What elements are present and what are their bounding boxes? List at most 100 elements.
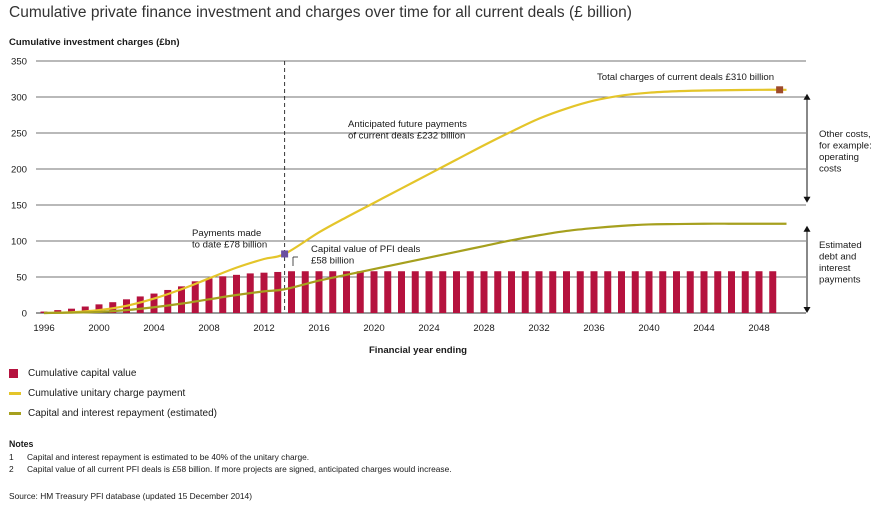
- annotation-capital-value: Capital value of PFI deals £58 billion: [311, 244, 421, 267]
- bar-capital-value: [618, 271, 625, 313]
- annotation-payments-made: Payments made to date £78 billion: [192, 228, 267, 251]
- y-axis-label: Cumulative investment charges (£bn): [9, 37, 180, 48]
- note-text: Capital and interest repayment is estima…: [27, 451, 310, 462]
- bar-capital-value: [700, 271, 708, 313]
- bar-capital-value: [136, 296, 144, 313]
- x-tick-label: 2008: [198, 323, 219, 334]
- line-capital-interest: [43, 222, 787, 315]
- bar-capital-value: [260, 272, 268, 313]
- bar-capital-value: [54, 310, 62, 313]
- bar-capital-value: [301, 271, 309, 313]
- bar-capital-value: [150, 293, 158, 313]
- bar-capital-value: [714, 271, 722, 313]
- bar-capital-value: [576, 271, 584, 313]
- marker-total-charges: [776, 86, 784, 94]
- y-tick-label: 50: [16, 273, 27, 284]
- arrow-other-costs-head: [803, 93, 811, 100]
- legend-label-capital-interest: Capital and interest repayment (estimate…: [28, 408, 217, 419]
- bar-capital-value: [81, 306, 89, 313]
- bar-capital-value: [95, 304, 103, 313]
- y-tick-label: 250: [11, 129, 27, 140]
- bar-capital-value: [590, 271, 598, 313]
- bar-capital-value: [329, 271, 337, 313]
- x-tick-label: 2032: [528, 323, 549, 334]
- y-tick-label: 350: [11, 57, 27, 68]
- bar-capital-value: [439, 271, 447, 313]
- x-tick-label: 2044: [693, 323, 715, 334]
- bar-capital-value: [343, 271, 350, 313]
- x-tick-label: 2028: [473, 323, 494, 334]
- bar-capital-value: [549, 271, 557, 313]
- x-tick-label: 2012: [253, 323, 274, 334]
- x-tick-label: 2040: [638, 323, 659, 334]
- arrow-debt-interest-head: [803, 307, 811, 313]
- bar-capital-value: [480, 271, 488, 313]
- legend-item-capital-interest: Capital and interest repayment (estimate…: [9, 407, 217, 420]
- bar-capital-value: [563, 271, 570, 313]
- bar-capital-value: [370, 271, 378, 313]
- annotation-total-charges: Total charges of current deals £310 bill…: [597, 72, 774, 83]
- bar-capital-value: [205, 278, 213, 313]
- note-text: Capital value of all current PFI deals i…: [27, 464, 452, 474]
- x-tick-label: 2020: [363, 323, 384, 334]
- note-number: 2: [9, 464, 14, 474]
- bar-capital-value: [398, 271, 405, 313]
- x-tick-label: 2000: [88, 323, 109, 334]
- legend-item-unitary-charge: Cumulative unitary charge payment: [9, 387, 217, 400]
- bar-capital-value: [755, 271, 763, 313]
- legend-label-capital-value: Cumulative capital value: [28, 368, 137, 379]
- legend-label-unitary-charge: Cumulative unitary charge payment: [28, 388, 186, 399]
- legend: Cumulative capital value Cumulative unit…: [9, 367, 217, 427]
- bar-capital-value: [673, 271, 680, 313]
- x-tick-label: 2004: [143, 323, 165, 334]
- bar-capital-value: [659, 271, 667, 313]
- notes: Notes 1 Capital and interest repayment i…: [9, 438, 452, 476]
- legend-item-capital-value: Cumulative capital value: [9, 367, 217, 380]
- x-axis-label: Financial year ending: [369, 345, 467, 356]
- annotation-debt-interest: Estimated debt and interest payments: [819, 240, 862, 286]
- bar-capital-value: [631, 271, 639, 313]
- bar-capital-value: [686, 271, 694, 313]
- bar-capital-value: [425, 271, 433, 313]
- bar-capital-value: [315, 271, 323, 313]
- x-tick-label: 1996: [33, 323, 54, 334]
- annotation-anticipated-payments: Anticipated future payments of current de…: [348, 119, 467, 142]
- bar-capital-value: [411, 271, 419, 313]
- bar-capital-value: [178, 286, 185, 313]
- bar-capital-value: [728, 271, 735, 313]
- note-item: 1 Capital and interest repayment is esti…: [9, 451, 452, 464]
- x-tick-label: 2024: [418, 323, 440, 334]
- legend-swatch-unitary-charge: [9, 392, 21, 395]
- bar-capital-value: [521, 271, 529, 313]
- notes-title: Notes: [9, 439, 34, 449]
- bar-capital-value: [769, 271, 777, 313]
- marker-payments-to-date: [281, 250, 289, 258]
- chart-title: Cumulative private finance investment an…: [9, 4, 632, 21]
- bar-capital-value: [274, 271, 282, 313]
- y-tick-label: 100: [11, 237, 27, 248]
- bar-capital-value: [494, 271, 502, 313]
- y-tick-label: 300: [11, 93, 27, 104]
- x-tick-label: 2036: [583, 323, 604, 334]
- legend-swatch-capital-interest: [9, 412, 21, 415]
- bar-capital-value: [68, 308, 75, 313]
- bar-capital-value: [604, 271, 612, 313]
- bar-capital-value: [466, 271, 474, 313]
- note-item: 2 Capital value of all current PFI deals…: [9, 463, 452, 476]
- y-tick-label: 150: [11, 201, 27, 212]
- bar-capital-value: [219, 276, 227, 313]
- source-note: Source: HM Treasury PFI database (update…: [9, 491, 253, 501]
- arrow-debt-interest-head: [803, 225, 811, 232]
- note-number: 1: [9, 451, 14, 462]
- bar-capital-value: [645, 271, 653, 313]
- bar-capital-value: [535, 271, 543, 313]
- bar-capital-value: [384, 271, 392, 313]
- arrow-other-costs-head: [803, 196, 811, 203]
- x-tick-label: 2048: [748, 323, 769, 334]
- y-tick-label: 200: [11, 165, 27, 176]
- bar-capital-value: [741, 271, 749, 313]
- bar-capital-value: [356, 271, 364, 313]
- x-tick-label: 2016: [308, 323, 329, 334]
- y-tick-label: 0: [22, 309, 27, 320]
